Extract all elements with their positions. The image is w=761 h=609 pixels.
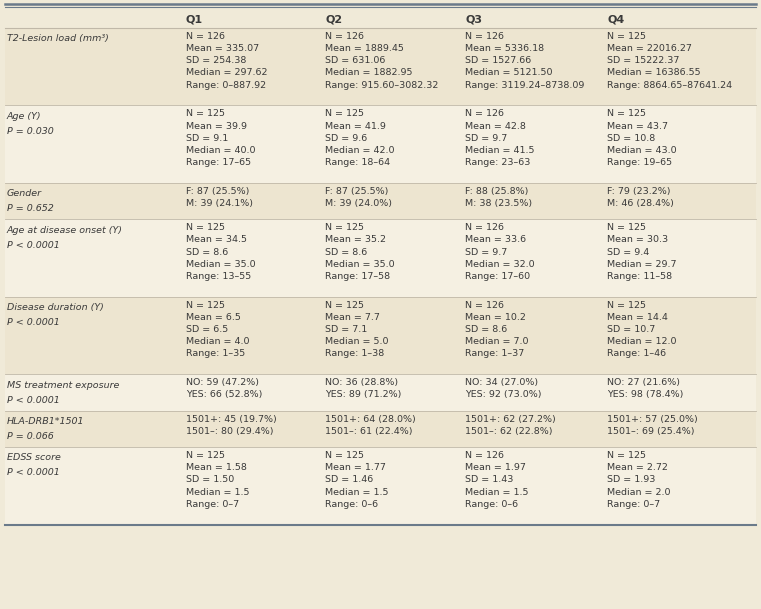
Text: P = 0.030: P = 0.030 <box>7 127 54 136</box>
Text: P < 0.0001: P < 0.0001 <box>7 396 60 405</box>
Text: Q4: Q4 <box>607 14 624 24</box>
Text: NO: 34 (27.0%)
YES: 92 (73.0%): NO: 34 (27.0%) YES: 92 (73.0%) <box>465 378 542 400</box>
Text: F: 87 (25.5%)
M: 39 (24.1%): F: 87 (25.5%) M: 39 (24.1%) <box>186 187 253 208</box>
Text: Age at disease onset (Y): Age at disease onset (Y) <box>7 226 123 234</box>
Text: N = 126
Mean = 1.97
SD = 1.43
Median = 1.5
Range: 0–6: N = 126 Mean = 1.97 SD = 1.43 Median = 1… <box>465 451 528 509</box>
Text: N = 126
Mean = 1889.45
SD = 631.06
Median = 1882.95
Range: 915.60–3082.32: N = 126 Mean = 1889.45 SD = 631.06 Media… <box>325 32 438 90</box>
Text: MS treatment exposure: MS treatment exposure <box>7 381 119 390</box>
Text: N = 125
Mean = 7.7
SD = 7.1
Median = 5.0
Range: 1–38: N = 125 Mean = 7.7 SD = 7.1 Median = 5.0… <box>325 301 389 359</box>
Text: NO: 27 (21.6%)
YES: 98 (78.4%): NO: 27 (21.6%) YES: 98 (78.4%) <box>607 378 683 400</box>
Text: N = 126
Mean = 10.2
SD = 8.6
Median = 7.0
Range: 1–37: N = 126 Mean = 10.2 SD = 8.6 Median = 7.… <box>465 301 528 359</box>
Text: F: 87 (25.5%)
M: 39 (24.0%): F: 87 (25.5%) M: 39 (24.0%) <box>325 187 392 208</box>
Text: N = 125
Mean = 43.7
SD = 10.8
Median = 43.0
Range: 19–65: N = 125 Mean = 43.7 SD = 10.8 Median = 4… <box>607 110 677 167</box>
Text: Q2: Q2 <box>325 14 342 24</box>
Bar <box>5 297 756 375</box>
Text: N = 125
Mean = 30.3
SD = 9.4
Median = 29.7
Range: 11–58: N = 125 Mean = 30.3 SD = 9.4 Median = 29… <box>607 224 677 281</box>
Text: Age (Y): Age (Y) <box>7 112 42 121</box>
Text: F: 88 (25.8%)
M: 38 (23.5%): F: 88 (25.8%) M: 38 (23.5%) <box>465 187 532 208</box>
Text: N = 126
Mean = 33.6
SD = 9.7
Median = 32.0
Range: 17–60: N = 126 Mean = 33.6 SD = 9.7 Median = 32… <box>465 224 535 281</box>
Text: N = 125
Mean = 6.5
SD = 6.5
Median = 4.0
Range: 1–35: N = 125 Mean = 6.5 SD = 6.5 Median = 4.0… <box>186 301 250 359</box>
Text: P = 0.652: P = 0.652 <box>7 205 54 213</box>
Text: N = 126
Mean = 5336.18
SD = 1527.66
Median = 5121.50
Range: 3119.24–8738.09: N = 126 Mean = 5336.18 SD = 1527.66 Medi… <box>465 32 584 90</box>
Text: N = 126
Mean = 42.8
SD = 9.7
Median = 41.5
Range: 23–63: N = 126 Mean = 42.8 SD = 9.7 Median = 41… <box>465 110 534 167</box>
Text: Gender: Gender <box>7 189 42 199</box>
Text: N = 125
Mean = 1.77
SD = 1.46
Median = 1.5
Range: 0–6: N = 125 Mean = 1.77 SD = 1.46 Median = 1… <box>325 451 389 509</box>
Text: P < 0.0001: P < 0.0001 <box>7 468 60 477</box>
Text: P < 0.0001: P < 0.0001 <box>7 241 60 250</box>
Bar <box>5 183 756 219</box>
Text: EDSS score: EDSS score <box>7 454 61 462</box>
Bar <box>5 375 756 410</box>
Text: F: 79 (23.2%)
M: 46 (28.4%): F: 79 (23.2%) M: 46 (28.4%) <box>607 187 674 208</box>
Text: Q3: Q3 <box>465 14 482 24</box>
Text: N = 125
Mean = 39.9
SD = 9.1
Median = 40.0
Range: 17–65: N = 125 Mean = 39.9 SD = 9.1 Median = 40… <box>186 110 256 167</box>
Text: N = 125
Mean = 14.4
SD = 10.7
Median = 12.0
Range: 1–46: N = 125 Mean = 14.4 SD = 10.7 Median = 1… <box>607 301 677 359</box>
Text: P < 0.0001: P < 0.0001 <box>7 319 60 327</box>
Text: P = 0.066: P = 0.066 <box>7 432 54 441</box>
Bar <box>5 28 756 105</box>
Bar <box>5 447 756 524</box>
Text: Disease duration (Y): Disease duration (Y) <box>7 303 103 312</box>
Text: Q1: Q1 <box>186 14 203 24</box>
Text: N = 125
Mean = 34.5
SD = 8.6
Median = 35.0
Range: 13–55: N = 125 Mean = 34.5 SD = 8.6 Median = 35… <box>186 224 256 281</box>
Text: T2-Lesion load (mm³): T2-Lesion load (mm³) <box>7 34 109 43</box>
Bar <box>5 219 756 297</box>
Text: 1501+: 64 (28.0%)
1501–: 61 (22.4%): 1501+: 64 (28.0%) 1501–: 61 (22.4%) <box>325 415 416 436</box>
Text: N = 125
Mean = 35.2
SD = 8.6
Median = 35.0
Range: 17–58: N = 125 Mean = 35.2 SD = 8.6 Median = 35… <box>325 224 395 281</box>
Text: NO: 36 (28.8%)
YES: 89 (71.2%): NO: 36 (28.8%) YES: 89 (71.2%) <box>325 378 401 400</box>
Text: 1501+: 45 (19.7%)
1501–: 80 (29.4%): 1501+: 45 (19.7%) 1501–: 80 (29.4%) <box>186 415 277 436</box>
Text: N = 125
Mean = 22016.27
SD = 15222.37
Median = 16386.55
Range: 8864.65–87641.24: N = 125 Mean = 22016.27 SD = 15222.37 Me… <box>607 32 732 90</box>
Text: HLA-DRB1*1501: HLA-DRB1*1501 <box>7 417 84 426</box>
Text: 1501+: 57 (25.0%)
1501–: 69 (25.4%): 1501+: 57 (25.0%) 1501–: 69 (25.4%) <box>607 415 698 436</box>
Text: N = 125
Mean = 1.58
SD = 1.50
Median = 1.5
Range: 0–7: N = 125 Mean = 1.58 SD = 1.50 Median = 1… <box>186 451 250 509</box>
Bar <box>5 410 756 447</box>
Text: 1501+: 62 (27.2%)
1501–: 62 (22.8%): 1501+: 62 (27.2%) 1501–: 62 (22.8%) <box>465 415 556 436</box>
Text: N = 126
Mean = 335.07
SD = 254.38
Median = 297.62
Range: 0–887.92: N = 126 Mean = 335.07 SD = 254.38 Median… <box>186 32 268 90</box>
Text: N = 125
Mean = 41.9
SD = 9.6
Median = 42.0
Range: 18–64: N = 125 Mean = 41.9 SD = 9.6 Median = 42… <box>325 110 394 167</box>
Text: N = 125
Mean = 2.72
SD = 1.93
Median = 2.0
Range: 0–7: N = 125 Mean = 2.72 SD = 1.93 Median = 2… <box>607 451 670 509</box>
Bar <box>5 105 756 183</box>
Text: NO: 59 (47.2%)
YES: 66 (52.8%): NO: 59 (47.2%) YES: 66 (52.8%) <box>186 378 263 400</box>
